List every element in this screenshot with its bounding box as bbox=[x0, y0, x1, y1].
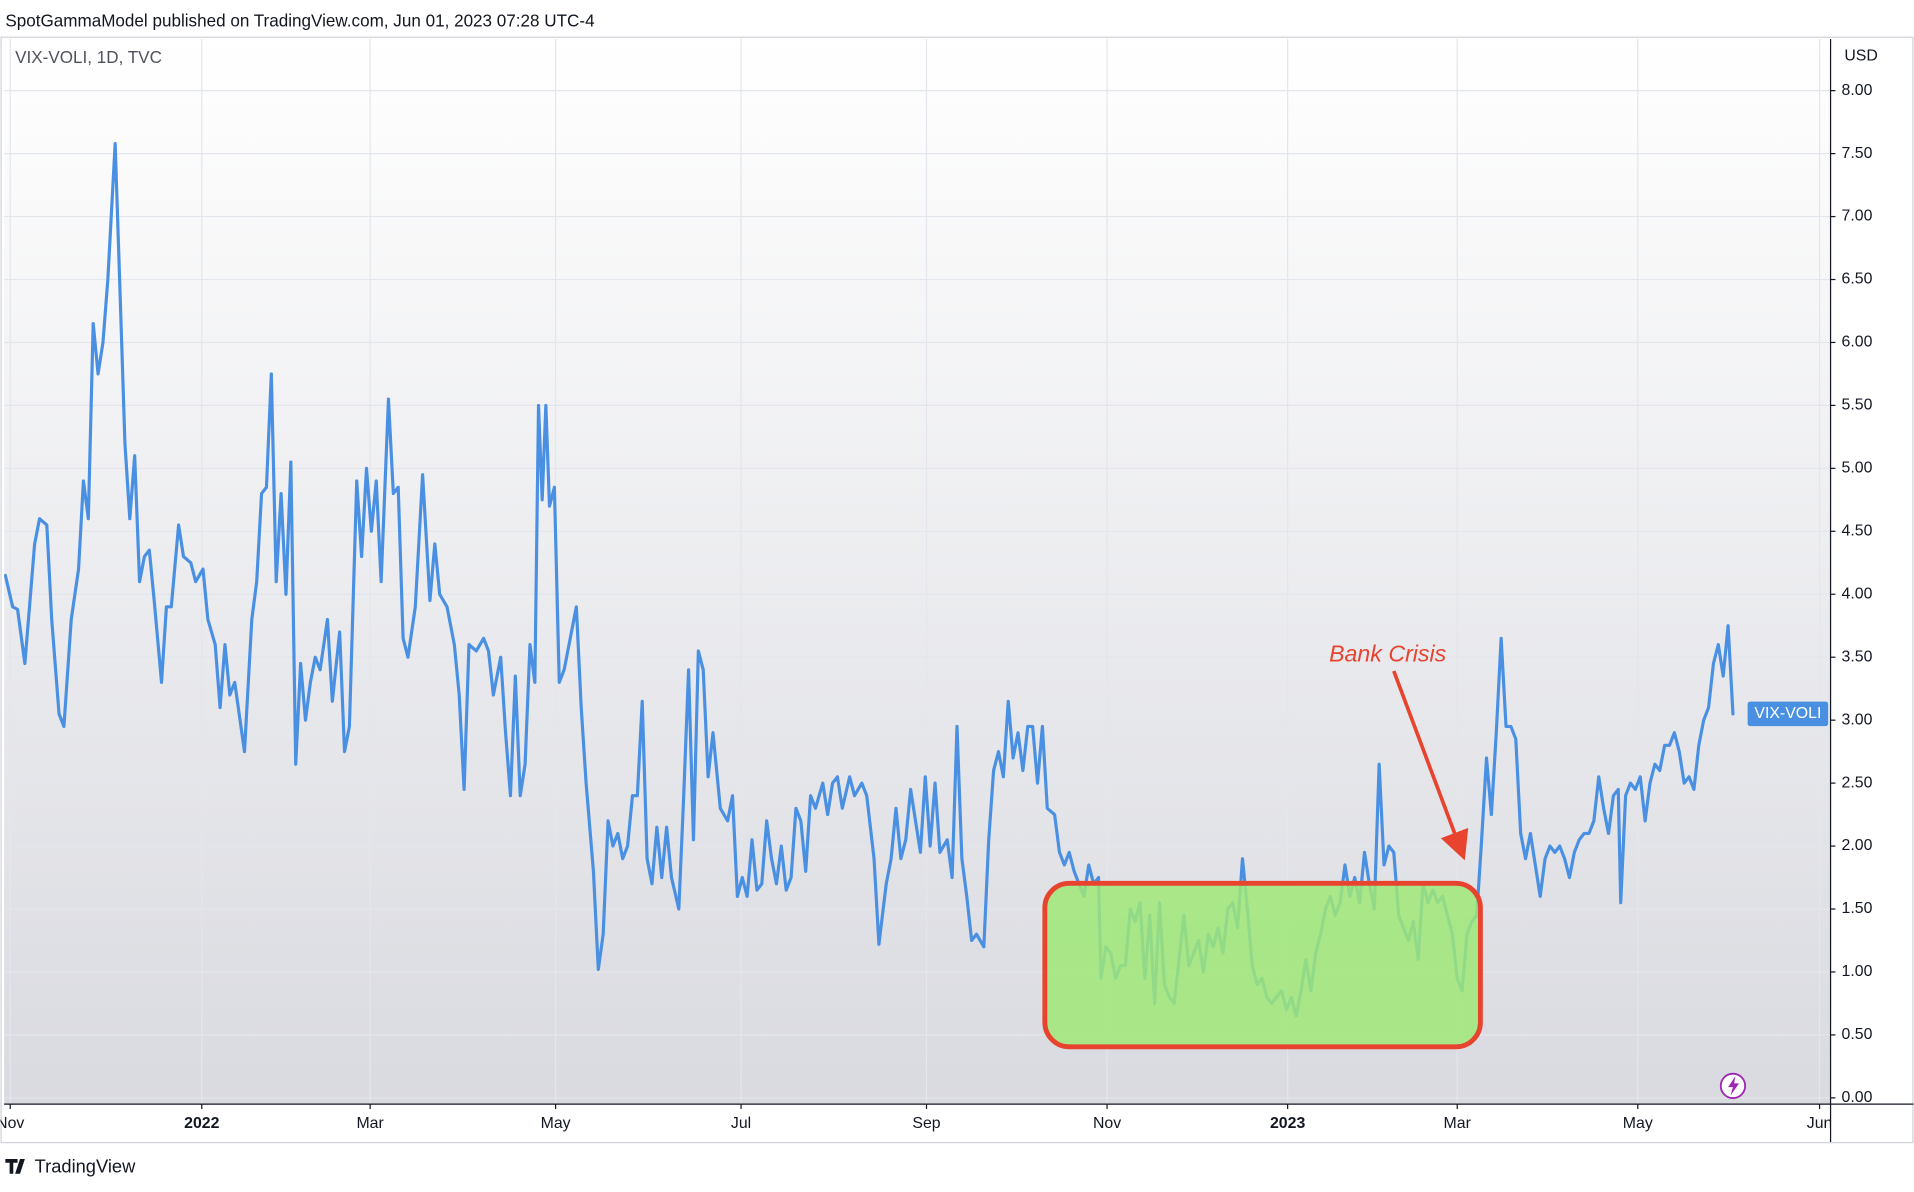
x-tick-label: Mar bbox=[1444, 1115, 1472, 1132]
lightning-glyph bbox=[1728, 1076, 1740, 1096]
x-tick-label: May bbox=[1623, 1115, 1653, 1132]
last-value-tag bbox=[1747, 701, 1829, 727]
y-tick-label: 6.00 bbox=[1842, 334, 1873, 351]
annotation-arrow bbox=[1392, 670, 1469, 861]
highlight-box bbox=[1042, 880, 1483, 1050]
x-tick-label: Mar bbox=[356, 1115, 384, 1132]
x-tick-label: Nov bbox=[0, 1115, 24, 1132]
chart-frame bbox=[0, 36, 1914, 1144]
y-unit: USD bbox=[1844, 47, 1877, 64]
y-tick-label: 8.00 bbox=[1842, 82, 1873, 99]
y-tick-label: 4.00 bbox=[1842, 585, 1873, 602]
grid bbox=[4, 39, 1831, 1105]
x-tick-label: 2022 bbox=[184, 1115, 219, 1132]
header: SpotGammaModel published on TradingView.… bbox=[5, 11, 594, 30]
y-tick-label: 5.50 bbox=[1842, 397, 1873, 414]
y-tick-label: 7.50 bbox=[1842, 145, 1873, 162]
y-tick-label: 4.50 bbox=[1842, 522, 1873, 539]
x-tick-label: Jul bbox=[731, 1115, 751, 1132]
footer: TradingView bbox=[35, 1155, 136, 1176]
y-tick-label: 0.00 bbox=[1842, 1089, 1873, 1106]
x-tick-label: May bbox=[541, 1115, 571, 1132]
y-tick-label: 5.00 bbox=[1842, 460, 1873, 477]
axis-labels: 0.00 0.50 1.00 1.50 2.00 2.50 3.00 3.50 4.00 4.50… bbox=[9, 82, 1873, 1110]
y-tick-label: 6.50 bbox=[1842, 271, 1873, 288]
x-tick-label: Nov bbox=[1093, 1115, 1121, 1132]
y-tick-label: 1.00 bbox=[1842, 963, 1873, 980]
legend: VIX-VOLI, 1D, TVC bbox=[15, 48, 162, 67]
tv-logo bbox=[5, 1159, 25, 1174]
y-tick-label: 0.50 bbox=[1842, 1026, 1873, 1043]
y-tick-label: 7.00 bbox=[1842, 208, 1873, 225]
y-tick-label: 2.50 bbox=[1842, 774, 1873, 791]
last-value-label: VIX-VOLI bbox=[1754, 705, 1821, 722]
x-axis-labels: Nov 2022 Mar May Jul Sep Nov 2023 Mar May Jun bbox=[0, 1115, 1833, 1132]
y-tick-label: 2.00 bbox=[1842, 837, 1873, 854]
y-tick-label: 3.50 bbox=[1842, 648, 1873, 665]
y-tick-label: 3.00 bbox=[1842, 711, 1873, 728]
annotation: Bank Crisis bbox=[1329, 640, 1447, 666]
x-tick-label: Sep bbox=[912, 1115, 940, 1132]
y-tick-label: 1.50 bbox=[1842, 900, 1873, 917]
x-tick-label: 2023 bbox=[1270, 1115, 1305, 1132]
x-tick-label: Jun bbox=[1807, 1115, 1833, 1132]
